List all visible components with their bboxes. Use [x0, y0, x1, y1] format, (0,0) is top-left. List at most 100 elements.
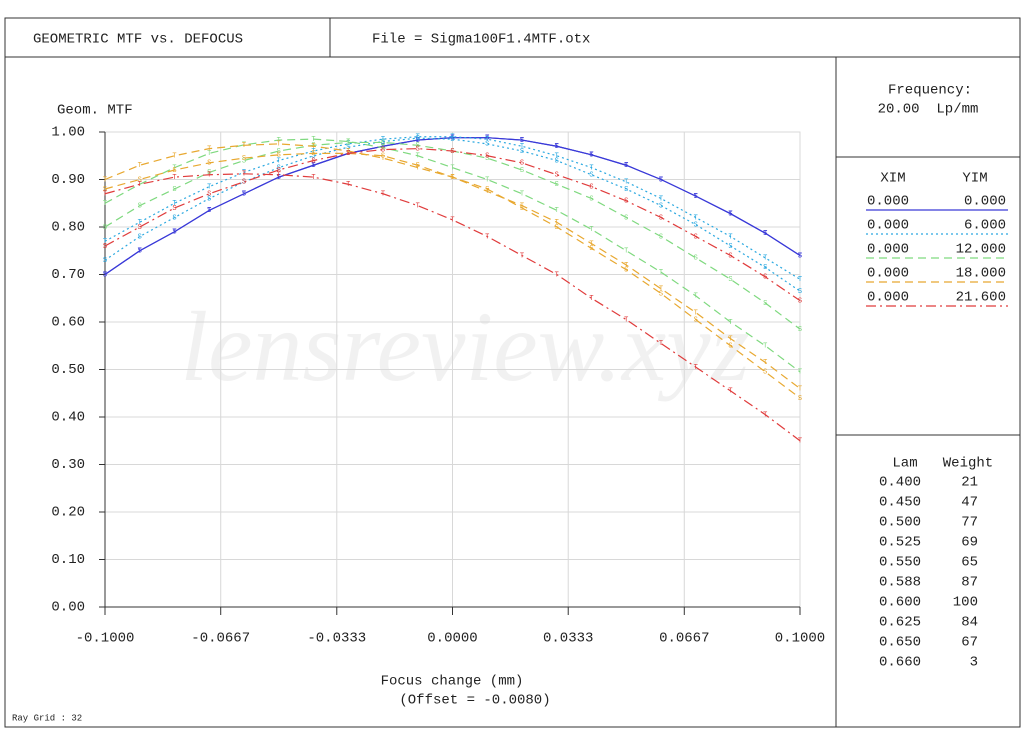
curve-marker: T	[172, 164, 176, 172]
curve-marker: T	[589, 295, 593, 303]
curve-marker: S	[416, 137, 420, 145]
curve-marker: S	[450, 148, 454, 156]
weight: 3	[970, 655, 978, 671]
curve-marker: T	[242, 191, 246, 199]
curve-marker: S	[242, 179, 246, 187]
curve-marker: S	[416, 162, 420, 170]
curve-marker: T	[728, 319, 732, 327]
curve-marker: S	[624, 186, 628, 194]
curve-marker: T	[555, 207, 559, 215]
curve-marker: T	[485, 135, 489, 143]
curve-marker: S	[346, 150, 350, 158]
curve-marker: T	[520, 202, 524, 210]
curve-marker: S	[659, 202, 663, 210]
curve-marker: S	[103, 257, 107, 265]
curve-marker: T	[763, 230, 767, 238]
curve-marker: S	[450, 135, 454, 143]
curve-marker: S	[103, 243, 107, 251]
curve-marker: S	[798, 252, 802, 260]
curve-marker: T	[694, 293, 698, 301]
curve-marker: T	[207, 183, 211, 191]
curve-marker: T	[798, 385, 802, 393]
y-tick-label: 0.60	[51, 315, 85, 331]
curve-marker: T	[589, 164, 593, 172]
curve-marker: S	[520, 205, 524, 213]
weight: 67	[961, 635, 978, 651]
weight: 21	[961, 475, 978, 491]
curve-marker: S	[381, 153, 385, 161]
curve-marker: T	[450, 134, 454, 142]
curve-marker: T	[485, 136, 489, 144]
wavelength: 0.550	[879, 555, 921, 571]
curve-marker: S	[311, 153, 315, 161]
curve-marker: T	[277, 137, 281, 145]
curve-marker: S	[381, 139, 385, 147]
curve-marker: S	[694, 221, 698, 229]
curve-marker: T	[555, 143, 559, 151]
mtf-curve	[104, 138, 801, 373]
curve-marker: S	[624, 214, 628, 222]
footer-note: Ray Grid : 32	[12, 713, 82, 723]
curve-marker: S	[346, 150, 350, 158]
curve-marker: S	[242, 155, 246, 163]
curve-marker: T	[624, 162, 628, 170]
curve-marker: S	[207, 195, 211, 203]
curve-marker: T	[694, 309, 698, 317]
curve-marker: T	[207, 207, 211, 215]
curve-marker: T	[207, 172, 211, 180]
curve-marker: T	[520, 143, 524, 151]
curve-marker: T	[624, 316, 628, 324]
curve-marker: T	[763, 255, 767, 263]
curve-marker: T	[311, 143, 315, 151]
mtf-curve	[104, 152, 801, 399]
legend-header: XIM	[880, 171, 905, 187]
curve-marker: T	[138, 162, 142, 170]
curve-marker: T	[798, 252, 802, 260]
legend-xim: 0.000	[867, 290, 909, 306]
curve-marker: S	[694, 233, 698, 241]
legend-yim: 18.000	[956, 266, 1006, 282]
curve-marker: S	[728, 343, 732, 351]
curve-marker: S	[138, 248, 142, 256]
chart-title: GEOMETRIC MTF vs. DEFOCUS	[33, 32, 243, 48]
curve-marker: T	[763, 343, 767, 351]
curve-marker: T	[589, 240, 593, 248]
curve-marker: T	[381, 155, 385, 163]
curve-marker: T	[381, 145, 385, 153]
curve-marker: S	[763, 264, 767, 272]
legend-yim: 0.000	[964, 194, 1006, 210]
curve-marker: T	[172, 153, 176, 161]
curve-marker: S	[416, 135, 420, 143]
curve-marker: S	[416, 145, 420, 153]
curve-marker: T	[728, 335, 732, 343]
curve-marker: T	[381, 191, 385, 199]
y-axis-label: Geom. MTF	[57, 103, 133, 119]
y-tick-label: 0.70	[51, 267, 85, 283]
curve-marker: T	[798, 276, 802, 284]
curve-marker: T	[763, 411, 767, 419]
curve-marker: T	[242, 171, 246, 179]
curve-marker: S	[659, 214, 663, 222]
curve-marker: T	[346, 181, 350, 189]
curve-marker: S	[728, 211, 732, 219]
x-tick-label: 0.0000	[427, 631, 477, 647]
curve-marker: S	[555, 143, 559, 151]
curve-marker: S	[172, 186, 176, 194]
curve-marker: S	[589, 172, 593, 180]
y-tick-label: 0.80	[51, 220, 85, 236]
curve-marker: S	[207, 191, 211, 199]
curve-marker: T	[485, 176, 489, 184]
curve-marker: S	[242, 191, 246, 199]
curve-marker: S	[416, 142, 420, 150]
curve-marker: T	[346, 148, 350, 156]
curve-marker: S	[624, 267, 628, 275]
curve-marker: S	[728, 276, 732, 284]
curve-marker: S	[589, 152, 593, 160]
curve-marker: T	[277, 157, 281, 165]
curve-marker: S	[138, 233, 142, 241]
curve-marker: T	[277, 141, 281, 149]
x-tick-label: 0.1000	[775, 631, 825, 647]
x-tick-label: -0.0667	[191, 631, 250, 647]
curve-marker: T	[207, 150, 211, 158]
